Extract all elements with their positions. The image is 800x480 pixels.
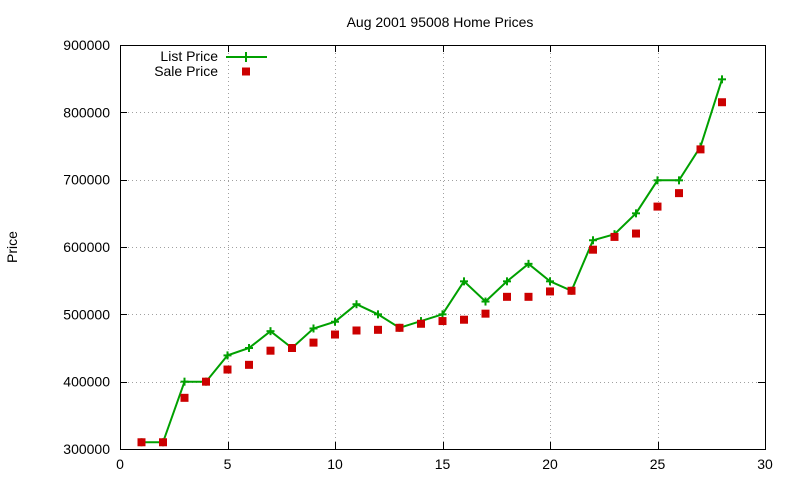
list-price-point bbox=[653, 176, 662, 185]
x-tick-label: 15 bbox=[435, 456, 451, 472]
sale-price-point bbox=[524, 292, 533, 301]
list-price-point bbox=[223, 351, 232, 360]
list-price-point bbox=[374, 310, 382, 319]
x-tick-label: 5 bbox=[224, 456, 232, 472]
chart-title: Aug 2001 95008 Home Prices bbox=[347, 14, 534, 30]
plot-frame bbox=[120, 45, 766, 450]
sale-price-point bbox=[266, 346, 275, 355]
x-tick-label: 30 bbox=[757, 456, 773, 472]
sale-price-point bbox=[352, 326, 361, 335]
y-tick-label: 500000 bbox=[63, 306, 110, 322]
list-price-point bbox=[438, 310, 447, 319]
sale-price-point bbox=[481, 309, 490, 318]
sale-price-point bbox=[180, 393, 189, 402]
sale-price-point bbox=[546, 287, 554, 296]
list-price-point bbox=[675, 176, 683, 185]
sale-price-point bbox=[460, 315, 468, 324]
sale-price-point bbox=[653, 202, 662, 211]
list-price-point bbox=[524, 259, 533, 268]
x-tick-label: 10 bbox=[327, 456, 343, 472]
y-tick-label: 300000 bbox=[63, 441, 110, 457]
sale-price-point bbox=[417, 319, 425, 328]
sale-price-point bbox=[632, 229, 640, 238]
sale-price-point bbox=[675, 189, 683, 198]
list-price-point bbox=[245, 344, 253, 352]
legend-label-list-price: List Price bbox=[160, 48, 218, 64]
sale-price-point bbox=[309, 338, 318, 347]
sale-price-point bbox=[438, 317, 447, 326]
list-price-point bbox=[309, 324, 318, 333]
list-price-point bbox=[352, 300, 361, 309]
x-tick-label: 25 bbox=[650, 456, 666, 472]
legend-label-sale-price: Sale Price bbox=[154, 63, 218, 79]
y-tick-label: 800000 bbox=[63, 104, 110, 120]
legend-marker-list-price bbox=[241, 52, 251, 62]
legend-marker-sale-price bbox=[242, 67, 250, 76]
list-price-point bbox=[460, 277, 468, 286]
sale-price-point bbox=[245, 360, 253, 369]
list-price-line bbox=[141, 78, 723, 444]
sale-price-point bbox=[610, 232, 619, 241]
y-tick-label: 700000 bbox=[63, 172, 110, 188]
y-axis-label: Price bbox=[4, 231, 20, 263]
list-price-point bbox=[180, 377, 189, 386]
sale-price-point bbox=[395, 323, 404, 332]
sale-price-point bbox=[374, 325, 382, 334]
x-tick-label: 20 bbox=[542, 456, 558, 472]
y-tick-label: 600000 bbox=[63, 239, 110, 255]
sale-price-point bbox=[696, 145, 705, 154]
sale-price-point bbox=[503, 292, 511, 301]
x-tick-label: 0 bbox=[116, 456, 124, 472]
list-price-point bbox=[546, 277, 554, 286]
list-price-point bbox=[718, 75, 726, 84]
list-price-point bbox=[481, 297, 490, 306]
sale-price-point bbox=[331, 330, 339, 339]
sale-price-point bbox=[159, 438, 167, 447]
y-tick-label: 900000 bbox=[63, 37, 110, 53]
sale-price-point bbox=[202, 377, 210, 386]
grid bbox=[120, 45, 765, 449]
sale-price-point bbox=[137, 438, 146, 447]
list-price-point bbox=[503, 277, 511, 286]
sale-price-point bbox=[288, 344, 296, 352]
y-tick-label: 400000 bbox=[63, 374, 110, 390]
sale-price-point bbox=[589, 245, 597, 254]
list-price-point bbox=[632, 209, 640, 218]
legend: List Price Sale Price bbox=[154, 48, 267, 79]
sale-price-point bbox=[223, 365, 232, 374]
list-price-point bbox=[589, 236, 597, 245]
list-price-point bbox=[266, 327, 275, 336]
list-price-point bbox=[331, 317, 339, 326]
axis-ticks: 0 5 10 15 20 25 30 300000 400000 500000 600000 7000… bbox=[63, 37, 773, 472]
sale-price-point bbox=[718, 98, 726, 107]
sale-price-point bbox=[567, 286, 576, 295]
data-series bbox=[137, 75, 726, 447]
